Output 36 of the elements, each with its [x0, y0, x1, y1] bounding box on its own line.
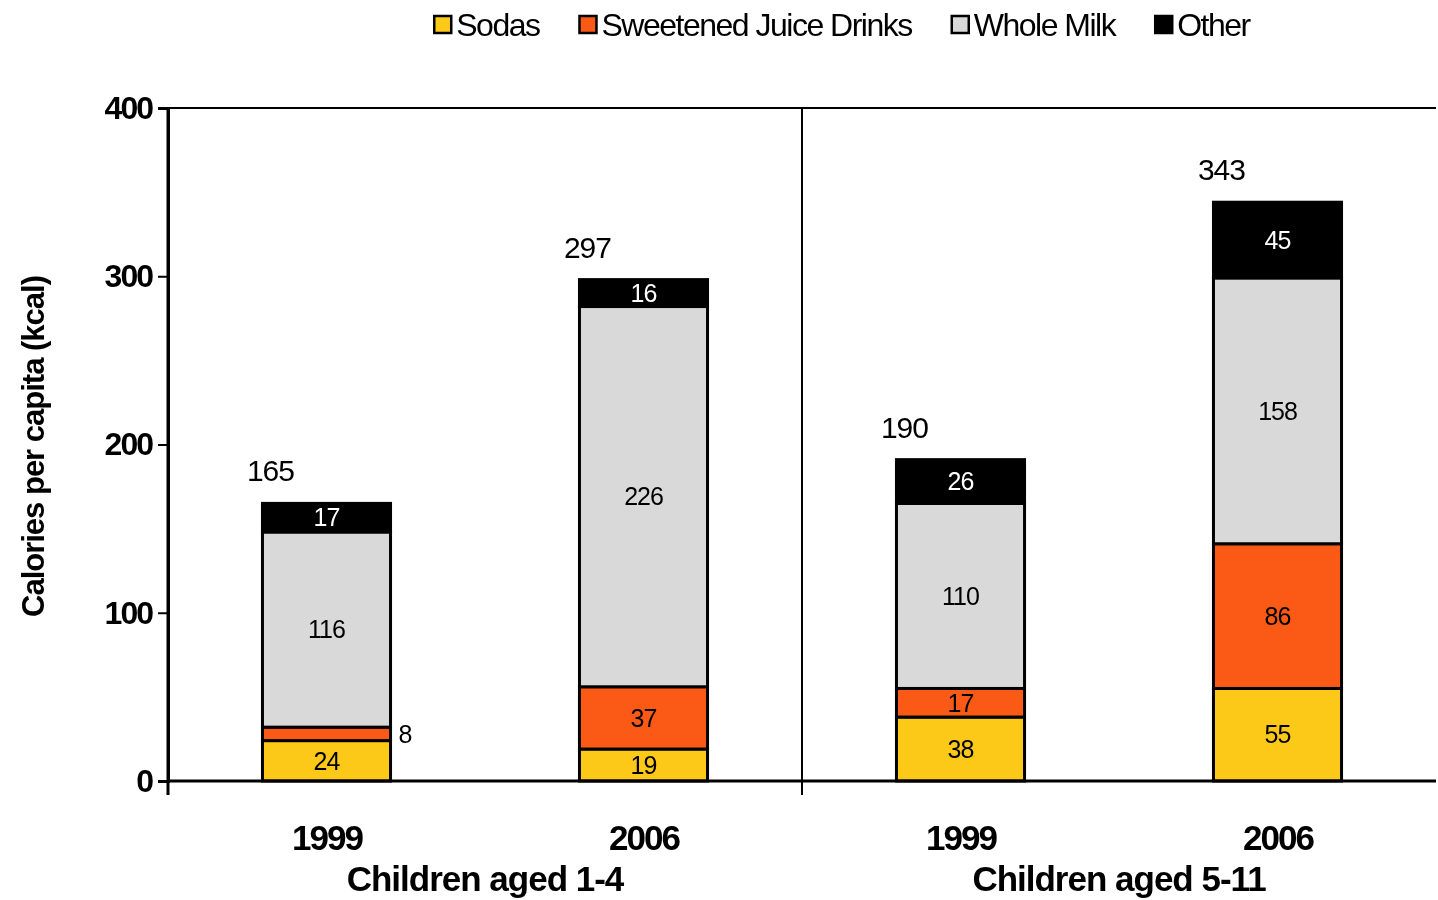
text: Children aged 1-4 — [346, 859, 625, 898]
data-label: 158 — [1258, 396, 1297, 425]
data-label: 55 — [1264, 720, 1291, 749]
data-label: 17 — [947, 688, 974, 717]
y-axis-title: Calories per capita (kcal) — [16, 276, 51, 617]
data-label: 8 — [398, 719, 412, 748]
data-label: 116 — [308, 615, 346, 644]
total-label: 165 — [246, 454, 295, 488]
data-label: 16 — [630, 278, 657, 307]
x-tick-label: 1999 — [926, 817, 998, 857]
data-label: 226 — [624, 482, 663, 511]
total-label: 190 — [880, 410, 929, 444]
total-label: 343 — [1197, 153, 1246, 187]
legend-label: Other — [1177, 7, 1252, 44]
text: Children aged 5-11 — [972, 859, 1267, 898]
data-label: 38 — [947, 734, 974, 763]
y-tick-label: 400 — [104, 89, 154, 126]
data-label: 37 — [630, 703, 657, 732]
data-label: 24 — [313, 746, 341, 775]
x-tick-label: 1999 — [292, 817, 364, 857]
y-tick-label: 0 — [136, 762, 154, 799]
data-label: 110 — [942, 581, 980, 610]
legend-label: Whole Milk — [973, 7, 1118, 44]
legend-label: Sweetened Juice Drinks — [601, 7, 913, 44]
y-tick-label: 200 — [104, 426, 154, 463]
data-label: 26 — [947, 467, 974, 496]
y-tick-label: 300 — [104, 257, 154, 294]
legend-label: Sodas — [456, 7, 540, 44]
y-tick-label: 100 — [104, 594, 154, 631]
x-tick-label: 2006 — [1243, 817, 1315, 857]
total-label: 297 — [563, 230, 612, 264]
data-label: 17 — [313, 503, 340, 532]
data-label: 45 — [1264, 225, 1291, 254]
x-tick-label: 2006 — [609, 817, 681, 857]
data-label: 86 — [1264, 601, 1291, 630]
data-label: 19 — [630, 750, 657, 779]
